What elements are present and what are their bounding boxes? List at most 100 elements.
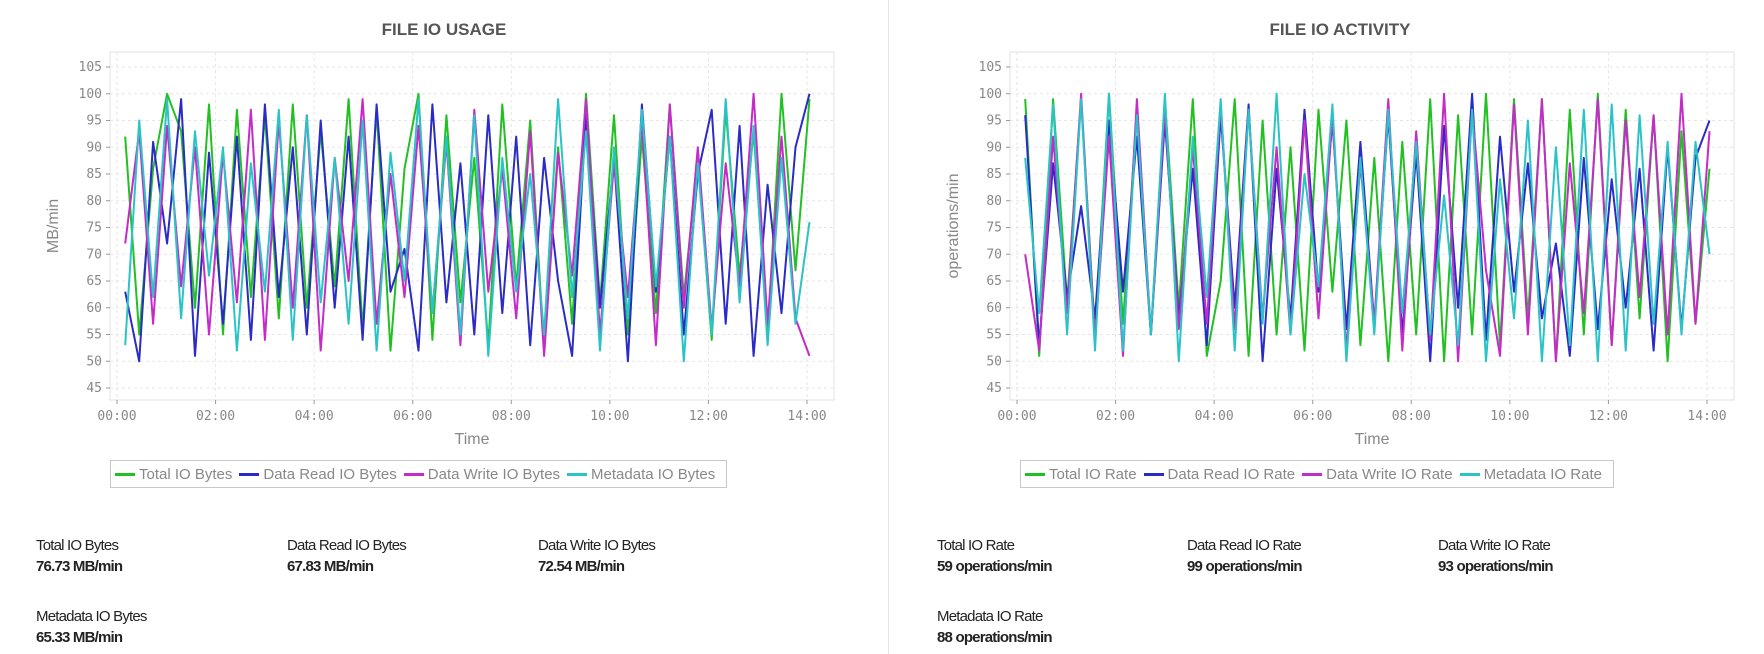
y-tick-label: 100 bbox=[979, 87, 1002, 102]
y-tick-label: 95 bbox=[86, 114, 102, 129]
x-tick-label: 12:00 bbox=[1589, 409, 1628, 424]
legend-item-total-io-bytes[interactable]: Total IO Bytes bbox=[115, 466, 232, 483]
x-tick-label: 00:00 bbox=[97, 409, 136, 424]
y-tick-label: 70 bbox=[986, 247, 1002, 262]
legend-item-total-io-rate[interactable]: Total IO Rate bbox=[1025, 466, 1137, 483]
y-tick-label: 95 bbox=[986, 114, 1002, 129]
stat-data-write-io-bytes: Data Write IO Bytes 72.54 MB/min bbox=[538, 537, 656, 575]
x-tick-label: 08:00 bbox=[1392, 409, 1431, 424]
x-tick-label: 06:00 bbox=[393, 409, 432, 424]
stat-data-write-io-rate: Data Write IO Rate 93 operations/min bbox=[1438, 537, 1554, 575]
x-tick-label: 00:00 bbox=[997, 409, 1036, 424]
stat-label: Metadata IO Rate bbox=[937, 608, 1043, 625]
stat-value: 72.54 MB/min bbox=[538, 558, 625, 575]
stat-value: 67.83 MB/min bbox=[287, 558, 374, 575]
legend-item-data-write-io-rate[interactable]: Data Write IO Rate bbox=[1302, 465, 1453, 483]
x-tick-label: 06:00 bbox=[1293, 409, 1332, 424]
stat-data-read-io-rate: Data Read IO Rate 99 operations/min bbox=[1187, 537, 1303, 575]
legend-item-metadata-io-bytes[interactable]: Metadata IO Bytes bbox=[567, 466, 715, 483]
x-tick-label: 10:00 bbox=[1490, 409, 1529, 424]
y-tick-label: 60 bbox=[86, 301, 102, 316]
y-tick-label: 50 bbox=[86, 354, 102, 369]
legend-swatch bbox=[1459, 472, 1480, 476]
legend-swatch bbox=[1025, 472, 1045, 476]
chart-title: FILE IO ACTIVITY bbox=[1269, 20, 1411, 39]
legend-label: Total IO Rate bbox=[1049, 465, 1137, 483]
x-tick-label: 14:00 bbox=[787, 409, 826, 424]
legend-swatch bbox=[1143, 472, 1164, 476]
stat-value: 88 operations/min bbox=[937, 629, 1053, 646]
legend-label: Data Write IO Bytes bbox=[427, 465, 561, 483]
y-tick-label: 60 bbox=[986, 301, 1002, 316]
stat-metadata-io-rate: Metadata IO Rate 88 operations/min bbox=[937, 608, 1053, 646]
stat-value: 93 operations/min bbox=[1438, 558, 1554, 575]
legend-label: Data Write IO Rate bbox=[1326, 465, 1453, 483]
stat-total-io-bytes: Total IO Bytes 76.73 MB/min bbox=[36, 537, 123, 575]
chart-legend: Total IO Rate Data Read IO Rate Data Write… bbox=[1020, 460, 1614, 488]
chart-title: FILE IO USAGE bbox=[381, 20, 507, 39]
y-tick-label: 90 bbox=[86, 140, 102, 155]
y-tick-label: 85 bbox=[986, 167, 1002, 182]
y-tick-label: 105 bbox=[979, 60, 1002, 75]
stat-value: 59 operations/min bbox=[937, 558, 1053, 575]
file-io-usage-chart: 45 50 55 60 65 70 75 80 85 90 95 100 105 00:00 02:00 04… bbox=[45, 51, 835, 448]
x-tick-label: 10:00 bbox=[590, 409, 629, 424]
legend-swatch bbox=[567, 472, 588, 476]
file-io-activity-panel: FILE IO ACTIVITY 45 50 55 60 65 70 75 80 85 90 95 1… bbox=[900, 0, 1764, 654]
stat-value: 99 operations/min bbox=[1187, 558, 1303, 575]
stat-data-read-io-bytes: Data Read IO Bytes 67.83 MB/min bbox=[287, 537, 407, 575]
y-tick-label: 75 bbox=[986, 221, 1002, 236]
y-tick-label: 80 bbox=[986, 194, 1002, 209]
x-tick-label: 02:00 bbox=[196, 409, 235, 424]
y-tick-label: 50 bbox=[986, 354, 1002, 369]
legend-label: Data Read IO Bytes bbox=[263, 465, 397, 483]
y-tick-label: 55 bbox=[986, 328, 1002, 343]
y-tick-label: 55 bbox=[86, 328, 102, 343]
stat-label: Data Write IO Rate bbox=[1438, 537, 1551, 554]
y-tick-label: 100 bbox=[79, 87, 102, 102]
y-tick-label: 90 bbox=[986, 140, 1002, 155]
series-line-metadata-io-rate bbox=[1024, 92, 1711, 363]
stat-label: Data Read IO Rate bbox=[1187, 537, 1302, 554]
y-tick-label: 80 bbox=[86, 194, 102, 209]
stat-label: Total IO Bytes bbox=[36, 537, 119, 554]
stat-label: Total IO Rate bbox=[937, 537, 1015, 554]
x-tick-label: 08:00 bbox=[492, 409, 531, 424]
file-io-usage-panel: FILE IO USAGE 45 50 55 60 65 70 75 80 85 90 95 100 1… bbox=[36, 20, 835, 646]
legend-swatch bbox=[1302, 472, 1323, 476]
legend-swatch bbox=[239, 472, 260, 476]
series-line-metadata-io-bytes bbox=[124, 98, 811, 363]
legend-item-data-read-io-rate[interactable]: Data Read IO Rate bbox=[1143, 466, 1295, 483]
legend-swatch bbox=[403, 472, 424, 476]
x-tick-label: 04:00 bbox=[295, 409, 334, 424]
legend-item-metadata-io-rate[interactable]: Metadata IO Rate bbox=[1459, 465, 1602, 483]
file-io-activity-chart: 45 50 55 60 65 70 75 80 85 90 95 100 105 00:00 02:00 04… bbox=[945, 51, 1735, 448]
stat-total-io-rate: Total IO Rate 59 operations/min bbox=[937, 537, 1053, 575]
legend-label: Total IO Bytes bbox=[139, 465, 233, 483]
chart-legend: Total IO Bytes Data Read IO Bytes Data Wri… bbox=[110, 460, 728, 488]
x-axis-label: Time bbox=[455, 431, 490, 448]
x-tick-label: 02:00 bbox=[1096, 409, 1135, 424]
y-tick-label: 70 bbox=[86, 247, 102, 262]
legend-item-data-write-io-bytes[interactable]: Data Write IO Bytes bbox=[403, 465, 561, 483]
y-tick-label: 45 bbox=[986, 381, 1002, 396]
stat-label: Data Write IO Bytes bbox=[538, 537, 656, 554]
x-tick-label: 12:00 bbox=[689, 409, 728, 424]
x-tick-label: 14:00 bbox=[1687, 409, 1726, 424]
stat-value: 65.33 MB/min bbox=[36, 629, 123, 646]
y-tick-label: 105 bbox=[79, 60, 102, 75]
legend-swatch bbox=[115, 472, 135, 476]
y-tick-label: 45 bbox=[86, 381, 102, 396]
stat-metadata-io-bytes: Metadata IO Bytes 65.33 MB/min bbox=[36, 608, 147, 646]
panel-divider bbox=[888, 0, 889, 654]
y-tick-label: 75 bbox=[86, 221, 102, 236]
stat-value: 76.73 MB/min bbox=[36, 558, 123, 575]
x-axis-label: Time bbox=[1355, 431, 1390, 448]
y-tick-label: 65 bbox=[986, 274, 1002, 289]
legend-item-data-read-io-bytes[interactable]: Data Read IO Bytes bbox=[239, 465, 397, 483]
x-tick-label: 04:00 bbox=[1195, 409, 1234, 424]
y-axis-label: operations/min bbox=[945, 174, 962, 279]
stat-label: Metadata IO Bytes bbox=[36, 608, 147, 625]
stat-label: Data Read IO Bytes bbox=[287, 537, 407, 554]
legend-label: Metadata IO Rate bbox=[1483, 465, 1602, 483]
